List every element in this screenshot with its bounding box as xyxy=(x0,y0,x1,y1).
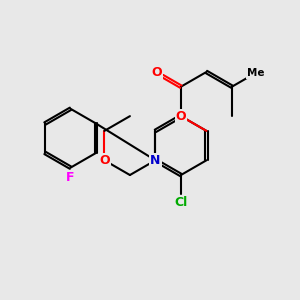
Text: Me: Me xyxy=(247,68,264,78)
Text: N: N xyxy=(150,154,161,167)
Text: O: O xyxy=(176,110,186,123)
Text: O: O xyxy=(99,154,110,167)
Text: F: F xyxy=(66,172,75,184)
Text: Cl: Cl xyxy=(174,196,188,209)
Text: N: N xyxy=(150,154,161,167)
Text: O: O xyxy=(152,66,162,80)
